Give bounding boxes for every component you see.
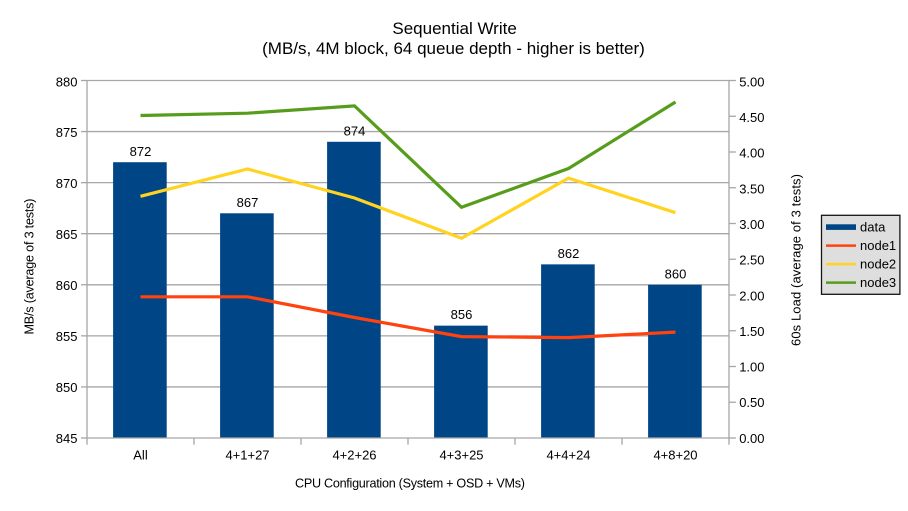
svg-text:870: 870 (56, 176, 78, 191)
svg-text:3.50: 3.50 (739, 181, 764, 196)
svg-text:data: data (860, 220, 886, 235)
svg-text:880: 880 (56, 74, 78, 89)
svg-text:2.00: 2.00 (739, 288, 764, 303)
svg-text:855: 855 (56, 329, 78, 344)
svg-text:4+4+24: 4+4+24 (546, 448, 590, 463)
svg-text:node2: node2 (860, 257, 896, 272)
svg-text:860: 860 (56, 278, 78, 293)
svg-text:1.00: 1.00 (739, 360, 764, 375)
svg-text:856: 856 (451, 307, 473, 322)
svg-text:1.50: 1.50 (739, 324, 764, 339)
svg-text:(MB/s, 4M block, 64 queue dept: (MB/s, 4M block, 64 queue depth - higher… (262, 39, 645, 58)
svg-text:60s Load (average of 3 tests): 60s Load (average of 3 tests) (789, 174, 804, 346)
svg-text:875: 875 (56, 125, 78, 140)
svg-text:862: 862 (558, 246, 580, 261)
svg-text:872: 872 (130, 144, 152, 159)
svg-text:874: 874 (344, 123, 366, 138)
svg-text:5.00: 5.00 (739, 74, 764, 89)
svg-text:850: 850 (56, 380, 78, 395)
svg-text:4.00: 4.00 (739, 146, 764, 161)
svg-text:node3: node3 (860, 275, 896, 290)
svg-text:4.50: 4.50 (739, 110, 764, 125)
svg-text:CPU Configuration (System + OS: CPU Configuration (System + OSD + VMs) (295, 477, 525, 491)
svg-text:0.50: 0.50 (739, 395, 764, 410)
svg-text:865: 865 (56, 227, 78, 242)
svg-text:3.00: 3.00 (739, 217, 764, 232)
svg-text:node1: node1 (860, 238, 896, 253)
svg-text:4+1+27: 4+1+27 (225, 448, 269, 463)
svg-text:860: 860 (665, 266, 687, 281)
svg-text:All: All (133, 448, 148, 463)
svg-text:0.00: 0.00 (739, 431, 764, 446)
svg-text:845: 845 (56, 431, 78, 446)
svg-text:4+8+20: 4+8+20 (653, 448, 697, 463)
svg-text:MB/s (average of 3 tests): MB/s (average of 3 tests) (23, 199, 37, 335)
svg-text:867: 867 (237, 195, 259, 210)
svg-text:4+3+25: 4+3+25 (439, 448, 483, 463)
svg-text:Sequential Write: Sequential Write (392, 19, 516, 38)
svg-text:2.50: 2.50 (739, 253, 764, 268)
svg-text:4+2+26: 4+2+26 (332, 448, 376, 463)
